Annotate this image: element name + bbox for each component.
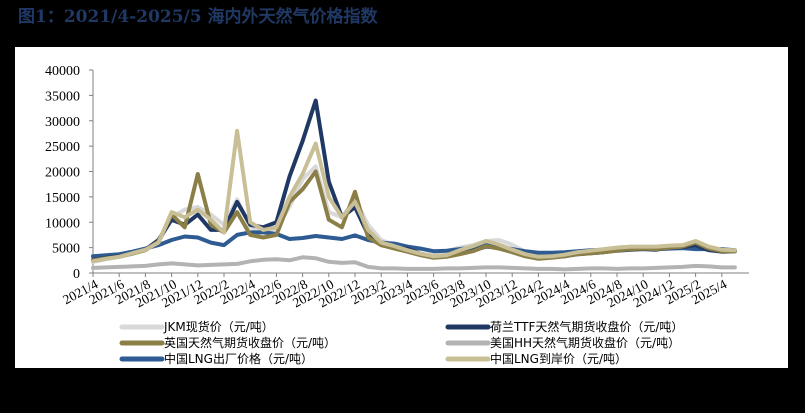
y-tick-label: 5000 (52, 242, 80, 257)
y-tick-label: 10000 (45, 216, 80, 231)
y-tick-label: 40000 (45, 64, 80, 79)
y-tick-label: 15000 (45, 191, 80, 206)
y-tick-label: 25000 (45, 140, 80, 155)
legend-label: 荷兰TTF天然气期货收盘价（元/吨） (490, 319, 683, 334)
chart-title: 图1：2021/4-2025/5 海内外天然气价格指数 (18, 7, 378, 27)
y-tick-label: 30000 (45, 115, 80, 130)
legend: JKM现货价（元/吨） 荷兰TTF天然气期货收盘价（元/吨） 英国天然气期货收盘价（… (119, 319, 683, 366)
y-tick-label: 35000 (45, 89, 80, 104)
axes: 0 5000 10000 15000 20000 25000 30000 35000 40000… (45, 64, 749, 310)
legend-label: 英国天然气期货收盘价（元/吨） (164, 335, 336, 350)
y-tick-label: 20000 (45, 166, 80, 181)
chart-panel (15, 47, 788, 368)
legend-label: 中国LNG出厂价格（元/吨） (164, 351, 313, 366)
legend-label: 美国HH天然气期货收盘价（元/吨） (490, 335, 680, 350)
series-lines (91, 98, 737, 272)
legend-label: JKM现货价（元/吨） (163, 319, 274, 334)
series-line (91, 128, 737, 264)
legend-label: 中国LNG到岸价（元/吨） (490, 351, 627, 366)
y-tick-label: 0 (73, 267, 80, 282)
series-line (91, 255, 737, 272)
